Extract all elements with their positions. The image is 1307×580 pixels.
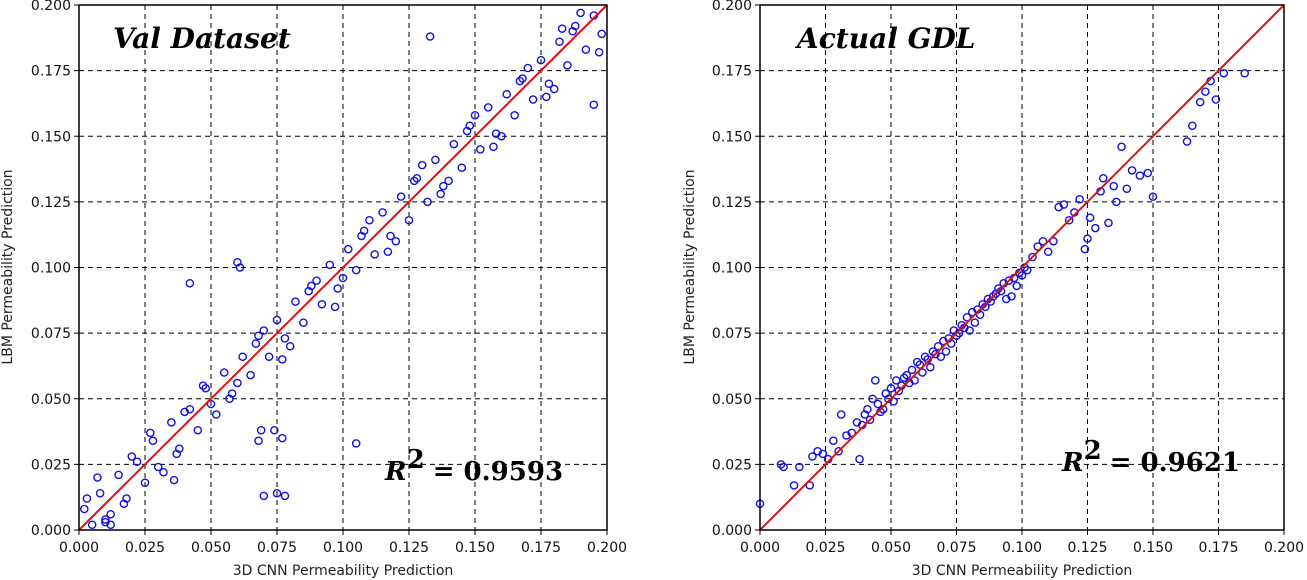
r2-exponent-val: 2: [407, 445, 425, 475]
x-tick-label: 0.050: [871, 540, 911, 556]
x-tick-label: 0.025: [125, 540, 165, 556]
x-tick-label: 0.175: [1198, 540, 1238, 556]
panel-val-dataset: 0.000 0.025 0.050 0.075 0.100 0.125 0.150 0.175…: [0, 0, 627, 579]
r2-symbol-gdl: R: [1061, 448, 1084, 478]
r2-value-gdl: = 0.9621: [1110, 448, 1240, 478]
x-tick-label: 0.025: [805, 540, 845, 556]
r2-symbol-val: R: [384, 457, 407, 487]
x-tick-label: 0.100: [323, 540, 363, 556]
r2-exponent-gdl: 2: [1084, 436, 1102, 466]
x-tick-label: 0.175: [521, 540, 561, 556]
y-tick-label: 0.075: [712, 326, 752, 342]
x-tick-label: 0.000: [59, 540, 99, 556]
y-tick-label: 0.000: [31, 523, 71, 539]
panel-title-gdl: Actual GDL: [794, 22, 975, 55]
x-tick-label: 0.000: [740, 540, 780, 556]
y-tick-label: 0.175: [712, 64, 752, 80]
x-tick-label: 0.075: [936, 540, 976, 556]
xtick-labels-gdl: 0.000 0.025 0.050 0.075 0.100 0.125 0.150 0.175…: [740, 530, 1304, 556]
y-tick-label: 0.050: [712, 392, 752, 408]
x-tick-label: 0.125: [1067, 540, 1107, 556]
ytick-labels-gdl: 0.000 0.025 0.050 0.075 0.100 0.125 0.150 0.175…: [712, 0, 760, 539]
figure: 0.000 0.025 0.050 0.075 0.100 0.125 0.150 0.175…: [0, 0, 1307, 580]
y-tick-label: 0.125: [712, 195, 752, 211]
x-tick-label: 0.125: [389, 540, 429, 556]
x-tick-label: 0.100: [1002, 540, 1042, 556]
panel-title-val: Val Dataset: [113, 22, 291, 55]
x-tick-label: 0.200: [1264, 540, 1304, 556]
panel-actual-gdl: 0.000 0.025 0.050 0.075 0.100 0.125 0.150 0.175…: [682, 0, 1304, 579]
xtick-labels-val: 0.000 0.025 0.050 0.075 0.100 0.125 0.150 0.175…: [59, 530, 627, 556]
x-axis-label-gdl: 3D CNN Permeability Prediction: [912, 563, 1133, 579]
y-tick-label: 0.000: [712, 523, 752, 539]
y-tick-label: 0.200: [712, 0, 752, 14]
r2-value-val: = 0.9593: [433, 457, 563, 487]
x-tick-label: 0.050: [191, 540, 231, 556]
y-tick-label: 0.175: [31, 64, 71, 80]
y-tick-label: 0.150: [712, 129, 752, 145]
y-tick-label: 0.125: [31, 195, 71, 211]
ytick-labels-val: 0.000 0.025 0.050 0.075 0.100 0.125 0.150 0.175…: [31, 0, 79, 539]
y-tick-label: 0.050: [31, 392, 71, 408]
y-tick-label: 0.200: [31, 0, 71, 14]
x-axis-label-val: 3D CNN Permeability Prediction: [233, 563, 454, 579]
y-tick-label: 0.025: [712, 457, 752, 473]
x-tick-label: 0.200: [587, 540, 627, 556]
y-tick-label: 0.025: [31, 457, 71, 473]
y-tick-label: 0.100: [31, 261, 71, 277]
x-tick-label: 0.150: [455, 540, 495, 556]
x-tick-label: 0.150: [1133, 540, 1173, 556]
y-tick-label: 0.100: [712, 261, 752, 277]
y-axis-label-gdl: LBM Permeability Prediction: [682, 169, 698, 364]
y-axis-label-val: LBM Permeability Prediction: [0, 169, 16, 364]
y-tick-label: 0.075: [31, 326, 71, 342]
x-tick-label: 0.075: [257, 540, 297, 556]
y-tick-label: 0.150: [31, 129, 71, 145]
